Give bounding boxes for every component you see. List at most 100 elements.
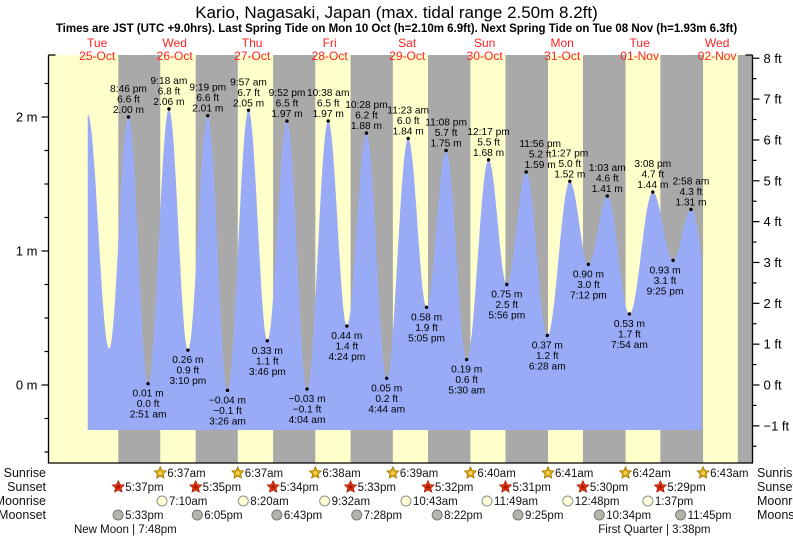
tide-extreme-label: 0.44 m: [331, 331, 362, 342]
day-weekday-label: Tue: [630, 36, 651, 50]
moonset-time: 10:34pm: [606, 510, 651, 522]
tide-extreme-label: 1.75 m: [431, 139, 462, 150]
tide-extreme-label: 3:08 pm: [634, 159, 671, 170]
tide-extreme-label: 1.68 m: [473, 148, 504, 159]
tide-extreme-label: 1.88 m: [351, 121, 382, 132]
tide-extreme-label: 10:38 am: [307, 88, 349, 99]
tide-extreme-label: 6.2 ft: [355, 111, 378, 122]
tide-extreme-label: 1.97 m: [271, 109, 302, 120]
tide-extreme-dot: [225, 388, 230, 393]
moonset-icon: [431, 509, 443, 521]
tide-extreme-dot: [689, 207, 693, 212]
y-axis-label-right: 0 ft: [764, 378, 782, 393]
tide-extreme-label: 0.53 m: [614, 319, 645, 330]
tide-extreme-label: 0.0 ft: [137, 399, 160, 410]
day-weekday-label: Sat: [398, 36, 417, 50]
night-band: [737, 55, 753, 463]
tide-extreme-label: 9:19 pm: [189, 83, 226, 94]
moonset-time: 5:33pm: [125, 510, 163, 522]
tide-extreme-dot: [305, 387, 309, 391]
y-axis-label-right: 7 ft: [764, 92, 782, 107]
moonset-icon: [512, 509, 524, 521]
tide-extreme-label: 0.6 ft: [455, 375, 478, 386]
moonset-icon: [351, 509, 363, 521]
tide-extreme-label: 0.01 m: [133, 389, 164, 400]
tide-extreme-dot: [186, 348, 190, 352]
tide-extreme-label: 0.33 m: [252, 346, 283, 357]
moonrise-time: 7:10am: [169, 496, 207, 508]
sunrise-time: 6:40am: [477, 468, 515, 480]
day-weekday-label: Sun: [474, 36, 495, 50]
moon-phase-label: New Moon | 7:48pm: [74, 524, 177, 536]
tide-extreme-label: 6.5 ft: [276, 99, 299, 110]
moonset-time: 8:22pm: [444, 510, 482, 522]
day-weekday-label: Mon: [550, 36, 573, 50]
moonrise-time: 11:49am: [494, 496, 538, 508]
tide-extreme-label: 1.41 m: [592, 184, 623, 195]
y-axis-label-left: 2 m: [16, 110, 38, 125]
moonrise-icon: [319, 495, 331, 507]
tide-extreme-dot: [146, 381, 150, 386]
sunrise-icon-center: [546, 471, 550, 475]
moonset-time: 7:28pm: [364, 510, 402, 522]
moonrise-time: 12:48pm: [575, 496, 620, 508]
tide-extreme-label: −0.03 m: [288, 394, 325, 405]
sunrise-time: 6:41am: [555, 468, 593, 480]
tide-extreme-label: 0.05 m: [371, 383, 402, 394]
tide-extreme-dot: [651, 190, 655, 194]
tide-extreme-label: 9:25 pm: [647, 286, 684, 297]
tide-extreme-label: 2:58 am: [673, 176, 710, 187]
tide-extreme-label: 1.4 ft: [336, 342, 359, 353]
tide-extreme-label: 5.5 ft: [477, 137, 500, 148]
tide-extreme-dot: [364, 131, 369, 135]
tide-extreme-label: 5.0 ft: [559, 159, 582, 170]
tide-extreme-label: −0.1 ft: [293, 405, 322, 416]
y-axis-label-right: 8 ft: [764, 51, 782, 66]
moonset-icon: [593, 509, 605, 521]
row-label-moonrise-left: Moonrise: [0, 494, 46, 508]
tide-curve-area: [87, 109, 702, 430]
tide-extreme-dot: [384, 376, 389, 380]
moonset-time: 11:45pm: [688, 510, 732, 522]
tide-extreme-label: 1.7 ft: [618, 329, 641, 340]
sunrise-icon-center: [623, 471, 628, 475]
tide-extreme-label: 0.19 m: [451, 365, 482, 376]
sunset-time: 5:37pm: [125, 482, 163, 494]
tide-extreme-label: 1.84 m: [393, 126, 424, 137]
moonset-icon: [112, 509, 124, 521]
tide-extreme-label: 7:12 pm: [570, 290, 607, 301]
row-label-moonset-left: Moonset: [0, 508, 47, 522]
sunset-icon-center: [348, 485, 353, 489]
tide-extreme-label: 1.52 m: [554, 169, 585, 180]
tide-extreme-label: 9:52 pm: [269, 88, 306, 99]
tide-extreme-label: 0.93 m: [649, 265, 680, 276]
tide-extreme-dot: [285, 119, 289, 123]
sunrise-time: 6:38am: [322, 468, 360, 480]
moonrise-icon: [642, 495, 654, 507]
sunset-icon-center: [271, 485, 276, 489]
day-date-label: 30-Oct: [467, 49, 504, 63]
tide-extreme-label: −0.04 m: [209, 395, 246, 406]
day-date-label: 26-Oct: [157, 49, 194, 63]
tide-extreme-label: 0.37 m: [532, 340, 563, 351]
day-date-label: 27-Oct: [234, 49, 271, 63]
tide-extreme-label: 2:51 am: [130, 410, 167, 421]
tide-extreme-label: 1:03 am: [589, 163, 626, 174]
day-date-label: 02-Nov: [698, 49, 737, 63]
row-label-sunset-left: Sunset: [7, 480, 46, 494]
moon-phase-label: First Quarter | 3:38pm: [598, 524, 710, 536]
tide-extreme-label: 5:56 pm: [488, 311, 525, 322]
day-weekday-label: Tue: [87, 36, 108, 50]
tide-extreme-label: 11:56 pm: [519, 139, 561, 150]
tide-extreme-label: 6.0 ft: [397, 116, 420, 127]
moonset-icon: [191, 509, 203, 521]
plot-border: [47, 54, 754, 464]
tide-extreme-label: 1.31 m: [675, 197, 706, 208]
tide-extreme-label: 1.2 ft: [536, 351, 559, 362]
sunset-icon-center: [116, 485, 121, 489]
tide-extreme-label: 1:27 pm: [551, 148, 588, 159]
sunrise-time: 6:37am: [245, 468, 283, 480]
page-subtitle: Times are JST (UTC +9.0hrs). Last Spring…: [55, 23, 738, 35]
tide-extreme-label: 1.59 m: [525, 160, 556, 171]
